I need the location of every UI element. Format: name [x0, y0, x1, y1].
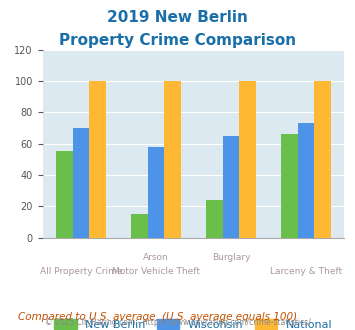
- Text: Compared to U.S. average. (U.S. average equals 100): Compared to U.S. average. (U.S. average …: [18, 312, 297, 322]
- Text: © 2025 CityRating.com - https://www.cityrating.com/crime-statistics/: © 2025 CityRating.com - https://www.city…: [45, 318, 310, 327]
- Bar: [206, 200, 223, 238]
- Text: Larceny & Theft: Larceny & Theft: [270, 267, 342, 276]
- Legend: New Berlin, Wisconsin, National: New Berlin, Wisconsin, National: [50, 314, 337, 330]
- Bar: [148, 147, 164, 238]
- Bar: [89, 81, 106, 238]
- Bar: [297, 123, 314, 238]
- Bar: [281, 134, 297, 238]
- Bar: [223, 136, 239, 238]
- Text: Burglary: Burglary: [212, 253, 250, 262]
- Text: 2019 New Berlin: 2019 New Berlin: [107, 10, 248, 25]
- Text: Arson: Arson: [143, 253, 169, 262]
- Bar: [73, 128, 89, 238]
- Bar: [56, 151, 73, 238]
- Text: Motor Vehicle Theft: Motor Vehicle Theft: [112, 267, 200, 276]
- Text: Property Crime Comparison: Property Crime Comparison: [59, 33, 296, 48]
- Bar: [239, 81, 256, 238]
- Text: All Property Crime: All Property Crime: [40, 267, 122, 276]
- Bar: [314, 81, 331, 238]
- Bar: [131, 214, 148, 238]
- Bar: [164, 81, 181, 238]
